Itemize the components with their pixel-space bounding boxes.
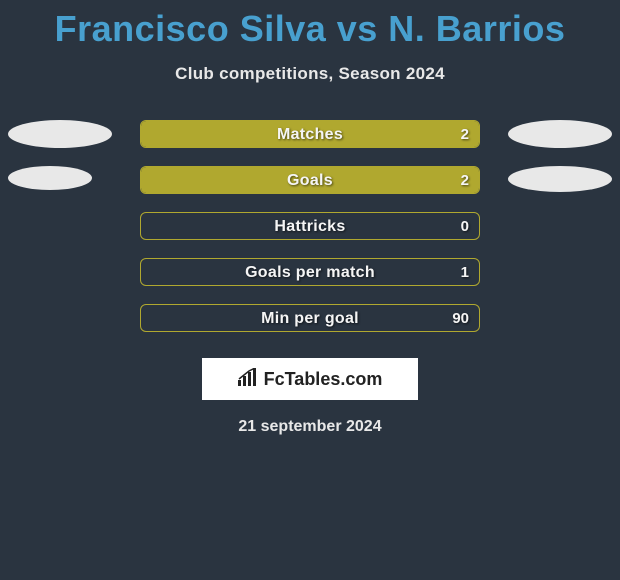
stat-label: Goals: [141, 167, 479, 194]
stat-row: Hattricks0: [0, 204, 620, 250]
date-text: 21 september 2024: [0, 418, 620, 436]
stat-row: Goals2: [0, 158, 620, 204]
stat-bar: Goals2: [140, 166, 480, 194]
player-right-marker: [508, 166, 612, 192]
stat-row: Goals per match1: [0, 250, 620, 296]
stat-label: Goals per match: [141, 259, 479, 286]
stat-label: Min per goal: [141, 305, 479, 332]
stat-value: 2: [461, 121, 469, 148]
chart-icon: [238, 368, 260, 391]
logo: FcTables.com: [238, 368, 383, 391]
stat-rows: Matches2Goals2Hattricks0Goals per match1…: [0, 112, 620, 342]
stat-value: 2: [461, 167, 469, 194]
logo-box: FcTables.com: [202, 358, 418, 400]
stat-value: 0: [461, 213, 469, 240]
page-subtitle: Club competitions, Season 2024: [0, 64, 620, 84]
page-title: Francisco Silva vs N. Barrios: [0, 0, 620, 50]
stat-label: Hattricks: [141, 213, 479, 240]
stat-value: 90: [452, 305, 469, 332]
stat-row: Min per goal90: [0, 296, 620, 342]
logo-text: FcTables.com: [264, 369, 383, 390]
player-left-marker: [8, 166, 92, 190]
player-right-marker: [508, 120, 612, 148]
player-left-marker: [8, 120, 112, 148]
stat-bar: Goals per match1: [140, 258, 480, 286]
stat-value: 1: [461, 259, 469, 286]
stat-label: Matches: [141, 121, 479, 148]
stat-bar: Hattricks0: [140, 212, 480, 240]
stat-bar: Matches2: [140, 120, 480, 148]
stat-row: Matches2: [0, 112, 620, 158]
stat-bar: Min per goal90: [140, 304, 480, 332]
